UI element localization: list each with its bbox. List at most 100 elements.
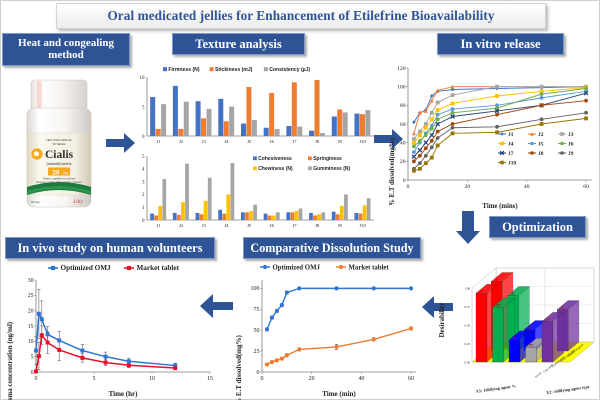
legend-label: J7	[508, 151, 514, 157]
bar	[269, 92, 275, 136]
bar	[298, 208, 303, 220]
x-tick-label: 5	[93, 376, 96, 382]
svg-text:NDC 0002-4464-30: NDC 0002-4464-30	[46, 138, 71, 142]
legend-label: Cohesiveness	[258, 156, 292, 162]
data-point-marker	[435, 117, 440, 122]
data-point-marker	[284, 353, 289, 358]
x-axis-title: X1: Jellifying agent %	[476, 383, 516, 394]
data-point-marker	[34, 369, 38, 374]
section-banner-optimization: Optimization	[489, 216, 586, 238]
x-axis-title: Time (min)	[322, 390, 356, 398]
y-tick-label: 10	[28, 339, 34, 345]
data-point-marker	[495, 124, 499, 129]
data-point-marker	[274, 358, 280, 363]
data-point-marker	[80, 355, 85, 360]
bar	[335, 214, 340, 220]
y-axis-title: % E.T dissolved(mg%)	[235, 334, 243, 400]
y-tick-label: 0	[142, 135, 145, 140]
cialis-bottle-image: NDC 0002-4464-30 30 Tablets Cialis (tada…	[18, 78, 100, 210]
bar	[195, 212, 200, 220]
x-tick-label: 20	[465, 184, 471, 190]
y-axis-title: Plasma concentration (ng/ml)	[6, 321, 14, 400]
x-tick-label: 40	[358, 376, 364, 382]
bar	[223, 121, 229, 136]
data-point-marker	[173, 363, 178, 368]
data-point-marker	[584, 116, 588, 121]
legend-swatch	[163, 67, 167, 72]
svg-text:Tablets, available for oral us: Tablets, available for oral use	[43, 178, 76, 181]
x-tick-label: J3	[202, 223, 207, 228]
y-tick-label: 20	[28, 308, 34, 314]
bar	[199, 214, 204, 220]
data-point-marker	[417, 161, 422, 166]
data-point-marker	[499, 150, 505, 156]
data-point-marker	[417, 166, 422, 171]
series-line-J6	[413, 88, 587, 147]
x-tick-label: 60	[583, 184, 589, 190]
bar	[297, 126, 303, 136]
bar	[354, 212, 359, 220]
y-tick-label: 25	[254, 349, 260, 355]
legend-label: Market tablet	[349, 264, 390, 271]
bar	[274, 128, 280, 136]
data-point-marker	[539, 84, 544, 89]
bar	[309, 130, 315, 136]
data-point-marker	[371, 286, 376, 291]
bar	[294, 211, 299, 220]
data-point-marker	[539, 92, 544, 97]
bar	[354, 113, 360, 136]
data-point-marker	[495, 94, 499, 98]
svg-text:Lilly: Lilly	[72, 199, 83, 205]
bar	[321, 212, 326, 220]
legend-label: J4	[508, 142, 514, 148]
x-tick-label: J5	[247, 223, 252, 228]
svg-text:Rx only: Rx only	[31, 200, 40, 204]
y-tick-label: 60	[400, 122, 406, 128]
y-tick-label: 0	[257, 370, 260, 376]
x-tick-label: J2	[179, 223, 184, 228]
svg-text:20: 20	[53, 169, 60, 176]
y-tick-label: 0.75	[464, 305, 470, 309]
y-tick-label: 30	[28, 278, 34, 284]
bar	[218, 209, 223, 220]
data-point-marker	[450, 84, 455, 89]
data-point-marker	[495, 84, 499, 89]
section-banner-texture: Texture analysis	[172, 33, 305, 55]
bar	[195, 101, 201, 136]
bar	[275, 212, 280, 220]
x-tick-label: J5	[247, 139, 252, 144]
data-point-marker	[50, 265, 56, 271]
svg-text:(tadalafil) tablets: (tadalafil) tablets	[47, 162, 72, 166]
bar	[286, 125, 292, 136]
data-point-marker	[539, 103, 544, 108]
bar	[178, 128, 184, 136]
data-point-marker	[417, 133, 422, 138]
legend-label: Firmness (N)	[168, 67, 199, 73]
data-point-marker	[495, 130, 499, 135]
data-point-marker	[435, 121, 441, 127]
bar	[158, 205, 163, 220]
data-point-marker	[500, 160, 504, 165]
bar	[286, 212, 291, 220]
data-point-marker	[584, 110, 588, 115]
legend-label: J3	[568, 132, 574, 138]
data-point-marker	[412, 131, 416, 136]
y-tick-label: 0.00	[464, 361, 470, 365]
bar	[291, 82, 297, 136]
data-point-marker	[45, 332, 50, 337]
bar	[218, 98, 224, 136]
data-point-marker	[429, 145, 434, 150]
x-tick-label: J4	[224, 223, 229, 228]
legend-label: J6	[568, 142, 574, 148]
data-point-marker	[36, 354, 41, 359]
data-point-marker	[126, 359, 131, 364]
data-point-marker	[423, 161, 428, 166]
section-banner-method: Heat and congealing method	[2, 33, 130, 66]
data-point-marker	[39, 317, 44, 322]
bar	[267, 215, 272, 220]
arrow-texture-to-invitro	[374, 128, 404, 150]
y-axis-title: % E.T dissolved(mg%)	[389, 138, 396, 206]
bar	[249, 211, 253, 220]
bar	[183, 101, 189, 136]
bar	[365, 110, 371, 136]
